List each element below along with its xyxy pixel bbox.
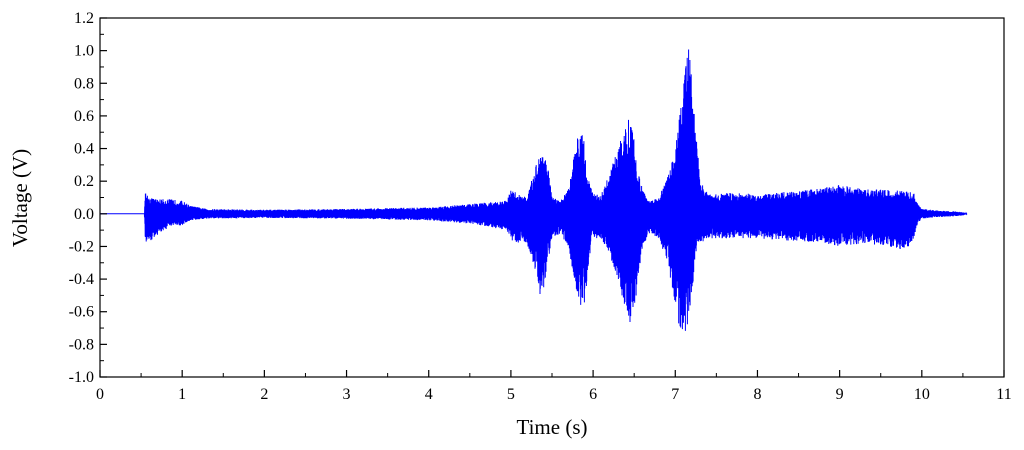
y-tick-label: 0.4 xyxy=(74,141,94,158)
x-tick-label: 1 xyxy=(178,386,186,403)
y-tick-label: 0.0 xyxy=(74,206,94,223)
y-tick-label: 0.8 xyxy=(74,75,94,92)
y-tick-label: -0.2 xyxy=(69,238,94,255)
y-tick-label: -0.6 xyxy=(69,304,94,321)
voltage-series-line xyxy=(100,49,968,331)
x-axis-title: Time (s) xyxy=(517,415,588,439)
x-tick-label: 9 xyxy=(836,386,844,403)
x-tick-label: 2 xyxy=(260,386,268,403)
x-tick-label: 5 xyxy=(507,386,515,403)
x-tick-label: 7 xyxy=(671,386,679,403)
x-tick-label: 10 xyxy=(914,386,930,403)
y-tick-label: -0.4 xyxy=(69,271,94,288)
x-tick-label: 8 xyxy=(753,386,761,403)
x-tick-label: 6 xyxy=(589,386,597,403)
y-tick-label: 1.0 xyxy=(74,43,94,60)
y-tick-label: 1.2 xyxy=(74,10,94,27)
x-tick-label: 4 xyxy=(425,386,433,403)
y-tick-label: 0.2 xyxy=(74,173,94,190)
y-axis-title: Voltage (V) xyxy=(8,149,32,247)
y-tick-label: -1.0 xyxy=(69,369,94,386)
y-axis-ticks: -1.0 -0.8 -0.6 -0.4 -0.2 0.0 0.2 0.4 0.6 0.8 1.0 1.… xyxy=(69,10,107,386)
x-axis-ticks: 0 1 2 3 4 5 6 7 8 9 10 11 xyxy=(96,370,1012,403)
x-tick-label: 0 xyxy=(96,386,104,403)
y-tick-label: 0.6 xyxy=(74,108,94,125)
y-tick-label: -0.8 xyxy=(69,336,94,353)
x-tick-label: 11 xyxy=(996,386,1011,403)
x-tick-label: 3 xyxy=(343,386,351,403)
